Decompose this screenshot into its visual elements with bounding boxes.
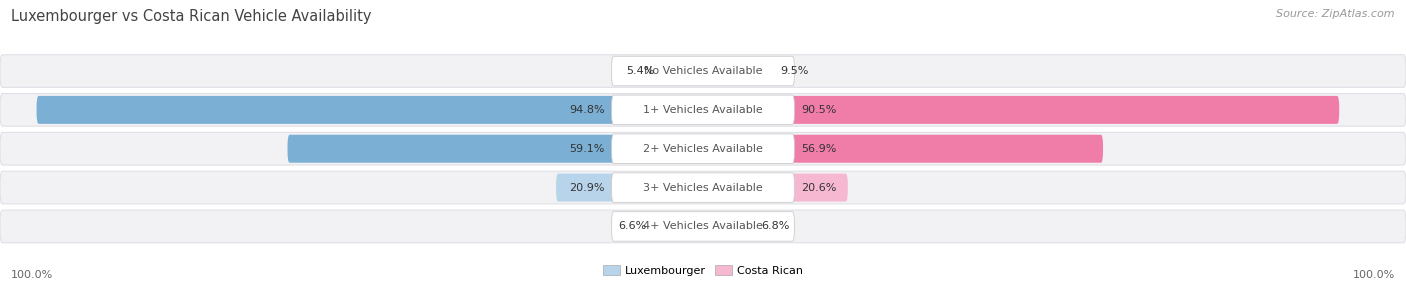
FancyBboxPatch shape: [287, 135, 703, 163]
Text: 56.9%: 56.9%: [801, 144, 837, 154]
FancyBboxPatch shape: [0, 171, 1406, 204]
Text: No Vehicles Available: No Vehicles Available: [644, 66, 762, 76]
Text: 6.8%: 6.8%: [762, 221, 790, 231]
FancyBboxPatch shape: [703, 212, 751, 241]
FancyBboxPatch shape: [0, 94, 1406, 126]
FancyBboxPatch shape: [37, 96, 703, 124]
Text: 1+ Vehicles Available: 1+ Vehicles Available: [643, 105, 763, 115]
Text: 5.4%: 5.4%: [626, 66, 654, 76]
Text: Source: ZipAtlas.com: Source: ZipAtlas.com: [1277, 9, 1395, 19]
FancyBboxPatch shape: [612, 95, 794, 125]
Text: 20.9%: 20.9%: [569, 182, 605, 192]
FancyBboxPatch shape: [703, 57, 770, 85]
Text: 20.6%: 20.6%: [801, 182, 837, 192]
FancyBboxPatch shape: [612, 134, 794, 164]
FancyBboxPatch shape: [557, 174, 703, 202]
Legend: Luxembourger, Costa Rican: Luxembourger, Costa Rican: [599, 261, 807, 281]
Text: 2+ Vehicles Available: 2+ Vehicles Available: [643, 144, 763, 154]
Text: 9.5%: 9.5%: [780, 66, 808, 76]
Text: 3+ Vehicles Available: 3+ Vehicles Available: [643, 182, 763, 192]
FancyBboxPatch shape: [0, 132, 1406, 165]
Text: Luxembourger vs Costa Rican Vehicle Availability: Luxembourger vs Costa Rican Vehicle Avai…: [11, 9, 371, 23]
FancyBboxPatch shape: [612, 212, 794, 241]
Text: 59.1%: 59.1%: [569, 144, 605, 154]
FancyBboxPatch shape: [612, 173, 794, 202]
FancyBboxPatch shape: [665, 57, 703, 85]
FancyBboxPatch shape: [657, 212, 703, 241]
FancyBboxPatch shape: [0, 210, 1406, 243]
FancyBboxPatch shape: [703, 96, 1340, 124]
Text: 94.8%: 94.8%: [569, 105, 605, 115]
Text: 100.0%: 100.0%: [1353, 270, 1395, 280]
Text: 4+ Vehicles Available: 4+ Vehicles Available: [643, 221, 763, 231]
FancyBboxPatch shape: [703, 135, 1104, 163]
FancyBboxPatch shape: [703, 174, 848, 202]
Text: 6.6%: 6.6%: [617, 221, 647, 231]
Text: 100.0%: 100.0%: [11, 270, 53, 280]
Text: 90.5%: 90.5%: [801, 105, 837, 115]
FancyBboxPatch shape: [612, 56, 794, 86]
FancyBboxPatch shape: [0, 55, 1406, 87]
